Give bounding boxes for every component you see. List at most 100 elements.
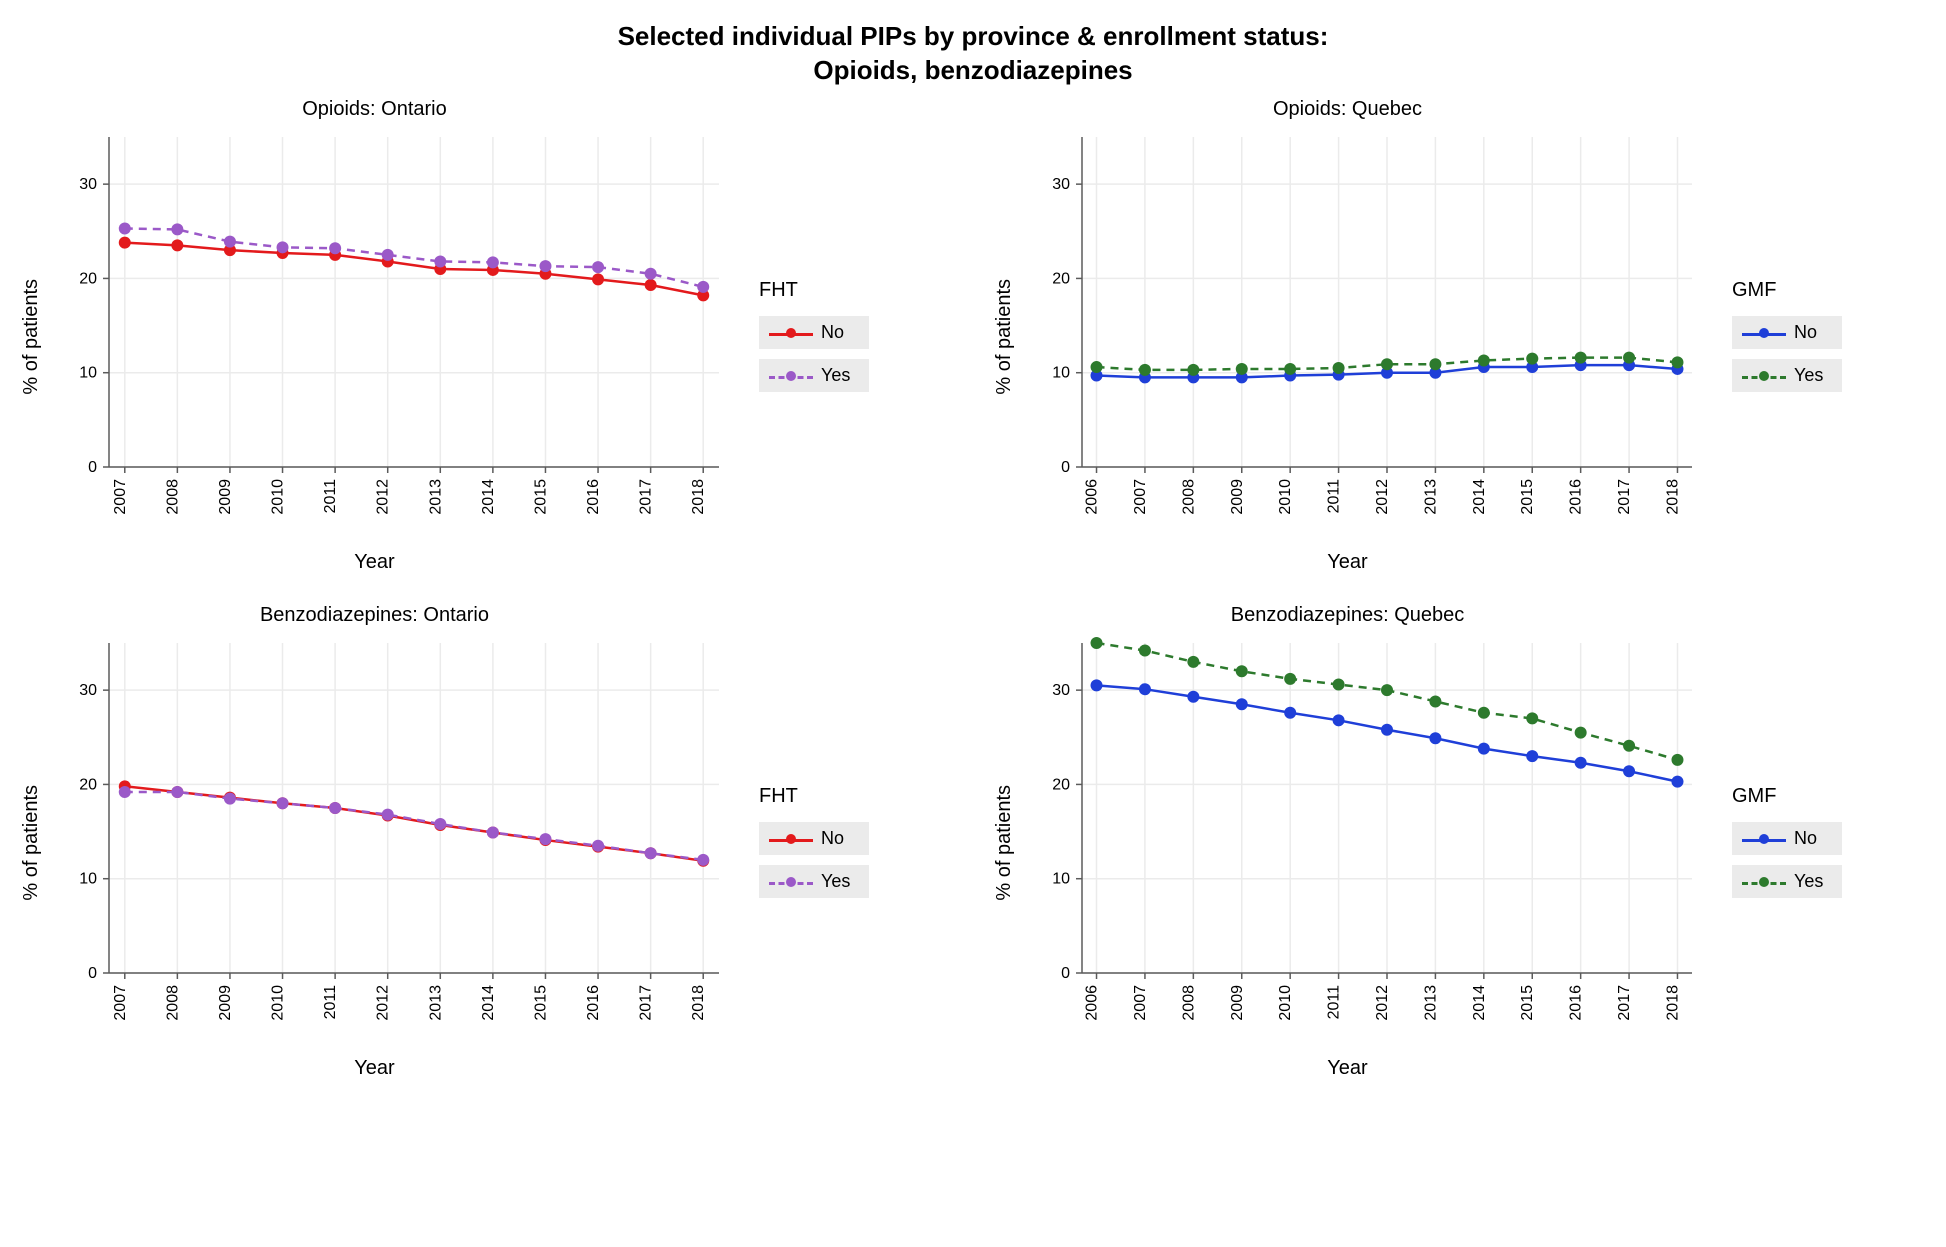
legend-swatch xyxy=(1742,829,1786,849)
legend-label: Yes xyxy=(821,871,850,892)
series-point xyxy=(592,839,604,851)
svg-text:30: 30 xyxy=(79,682,97,699)
series-point xyxy=(487,256,499,268)
series-point xyxy=(1671,356,1683,368)
svg-text:2011: 2011 xyxy=(1326,478,1343,513)
legend-swatch xyxy=(1742,872,1786,892)
legend-title: FHT xyxy=(759,785,869,808)
legend-swatch xyxy=(769,829,813,849)
series-point xyxy=(434,818,446,830)
legend-title: FHT xyxy=(759,279,869,302)
axes-row: % of patients010203020062007200820092010… xyxy=(993,633,1702,1053)
legend-item-no: No xyxy=(1732,316,1842,349)
axes-row: % of patients010203020072008200920102011… xyxy=(20,633,729,1053)
series-point xyxy=(1429,358,1441,370)
series-point xyxy=(1381,358,1393,370)
series-point xyxy=(119,786,131,798)
series-point xyxy=(1478,354,1490,366)
svg-text:2009: 2009 xyxy=(1229,984,1246,1020)
legend-title: GMF xyxy=(1732,785,1842,808)
series-point xyxy=(592,273,604,285)
svg-text:2006: 2006 xyxy=(1084,984,1101,1020)
svg-text:2012: 2012 xyxy=(375,478,392,514)
panel-title: Benzodiazepines: Quebec xyxy=(1231,604,1465,627)
series-point xyxy=(1526,712,1538,724)
series-point xyxy=(1091,679,1103,691)
series-point xyxy=(1623,351,1635,363)
svg-text:2017: 2017 xyxy=(638,984,655,1020)
legend-item-yes: Yes xyxy=(759,359,869,392)
svg-text:10: 10 xyxy=(79,870,97,887)
plot-svg: 0102030200720082009201020112012201320142… xyxy=(49,127,729,547)
svg-text:2010: 2010 xyxy=(270,478,287,514)
svg-text:10: 10 xyxy=(1052,870,1070,887)
legend-fht: FHT No Yes xyxy=(759,279,869,392)
svg-text:30: 30 xyxy=(1052,682,1070,699)
plot-wrap: Opioids: Ontario% of patients01020302007… xyxy=(20,98,729,574)
svg-text:2016: 2016 xyxy=(1568,478,1585,514)
svg-text:20: 20 xyxy=(79,776,97,793)
series-point xyxy=(1478,742,1490,754)
series-point xyxy=(382,808,394,820)
svg-text:2010: 2010 xyxy=(1277,984,1294,1020)
legend-swatch xyxy=(769,366,813,386)
svg-text:2011: 2011 xyxy=(322,478,339,513)
plot-svg: 0102030200620072008200920102011201220132… xyxy=(1022,633,1702,1053)
figure: Selected individual PIPs by province & e… xyxy=(20,20,1926,1227)
series-point xyxy=(1284,706,1296,718)
svg-text:2016: 2016 xyxy=(585,478,602,514)
svg-text:2013: 2013 xyxy=(1422,478,1439,514)
panel-title: Opioids: Ontario xyxy=(302,98,447,121)
series-point xyxy=(1623,765,1635,777)
series-point xyxy=(1187,363,1199,375)
panel-opioids-ontario: Opioids: Ontario% of patients01020302007… xyxy=(20,98,953,574)
series-point xyxy=(645,279,657,291)
series-point xyxy=(645,847,657,859)
panel-benzo-quebec: Benzodiazepines: Quebec% of patients0102… xyxy=(993,604,1926,1080)
svg-text:2015: 2015 xyxy=(532,984,549,1020)
series-point xyxy=(1091,637,1103,649)
series-point xyxy=(434,255,446,267)
svg-text:2017: 2017 xyxy=(1616,984,1633,1020)
legend-swatch xyxy=(1742,323,1786,343)
legend-item-yes: Yes xyxy=(759,865,869,898)
svg-text:2018: 2018 xyxy=(690,478,707,514)
legend-swatch xyxy=(769,323,813,343)
series-point xyxy=(171,786,183,798)
svg-text:2007: 2007 xyxy=(112,478,129,514)
series-point xyxy=(1478,706,1490,718)
svg-text:10: 10 xyxy=(1052,364,1070,381)
series-point xyxy=(697,853,709,865)
series-point xyxy=(1381,684,1393,696)
svg-text:2011: 2011 xyxy=(322,984,339,1019)
svg-text:2012: 2012 xyxy=(375,984,392,1020)
panel-benzo-ontario: Benzodiazepines: Ontario% of patients010… xyxy=(20,604,953,1080)
svg-text:2018: 2018 xyxy=(1664,984,1681,1020)
series-point xyxy=(171,239,183,251)
plot-wrap: Benzodiazepines: Quebec% of patients0102… xyxy=(993,604,1702,1080)
series-point xyxy=(1139,363,1151,375)
svg-text:2008: 2008 xyxy=(164,984,181,1020)
svg-text:2013: 2013 xyxy=(1422,984,1439,1020)
title-line-2: Opioids, benzodiazepines xyxy=(20,54,1926,88)
legend-fht: FHTNoYes xyxy=(759,785,869,898)
legend-item-yes: Yes xyxy=(1732,865,1842,898)
svg-text:2013: 2013 xyxy=(427,984,444,1020)
svg-text:2014: 2014 xyxy=(480,478,497,514)
svg-text:2012: 2012 xyxy=(1374,478,1391,514)
svg-text:2007: 2007 xyxy=(1132,478,1149,514)
svg-text:2014: 2014 xyxy=(1471,478,1488,514)
series-point xyxy=(119,222,131,234)
svg-text:2009: 2009 xyxy=(217,478,234,514)
legend-label: Yes xyxy=(821,365,850,386)
x-axis-label: Year xyxy=(1327,1057,1367,1080)
series-point xyxy=(1429,695,1441,707)
y-axis-label: % of patients xyxy=(20,785,43,901)
panels-grid: Opioids: Ontario% of patients01020302007… xyxy=(20,98,1926,1080)
series-point xyxy=(329,802,341,814)
series-point xyxy=(1187,655,1199,667)
legend-item-no: No xyxy=(759,316,869,349)
plot-svg: 0102030200720082009201020112012201320142… xyxy=(49,633,729,1053)
series-point xyxy=(1284,363,1296,375)
plot-wrap: Opioids: Quebec% of patients010203020062… xyxy=(993,98,1702,574)
